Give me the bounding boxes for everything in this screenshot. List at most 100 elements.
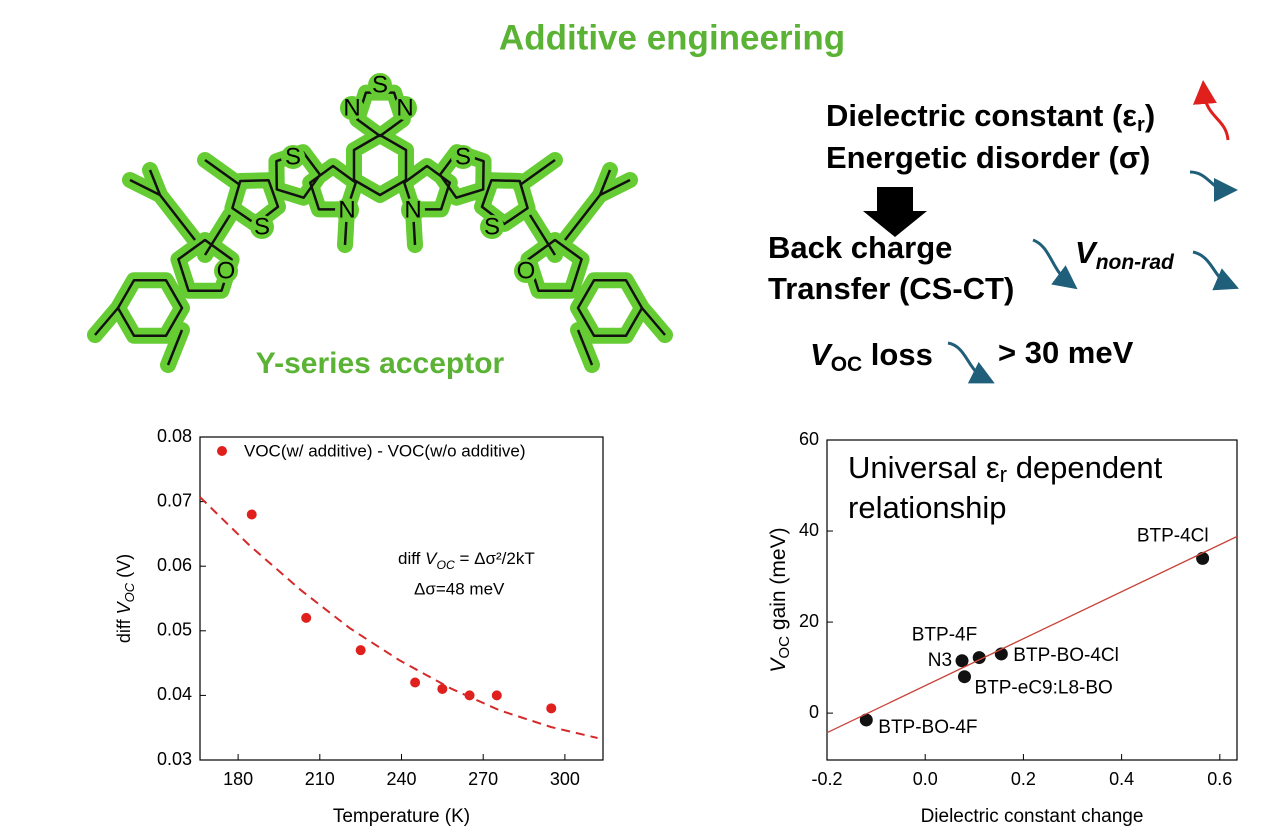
t: OC	[831, 353, 863, 376]
t: loss	[862, 337, 933, 372]
x-tick-label: 0.2	[1011, 769, 1036, 789]
title: Additive engineering	[499, 18, 845, 57]
legend-label: VOC(w/ additive) - VOC(w/o additive)	[244, 441, 526, 460]
atom-label: N	[338, 196, 355, 223]
text-part: r	[1000, 462, 1008, 487]
molecule-glow	[87, 84, 673, 373]
point	[464, 690, 475, 701]
mech-line: Transfer (CS-CT)	[768, 271, 1014, 306]
x-tick-label: 180	[223, 769, 253, 789]
point	[355, 645, 366, 656]
mech-vnonrad: Vnon-rad	[1075, 235, 1175, 273]
fit-line	[199, 496, 598, 739]
mech-line: Back charge	[768, 230, 952, 265]
x-tick-label: 240	[386, 769, 416, 789]
y-tick-label: 0.04	[157, 684, 192, 704]
point	[546, 703, 557, 714]
x-tick-label: 0.4	[1109, 769, 1134, 789]
annotation: relationship	[848, 490, 1007, 525]
y-tick-label: 0.05	[157, 620, 192, 640]
atom-bg	[401, 198, 425, 222]
atom-bg	[451, 145, 475, 169]
point	[957, 670, 971, 684]
mechanism: Dielectric constant (εr) Energetic disor…	[768, 98, 1175, 375]
legend-marker	[217, 446, 227, 456]
atom-label: O	[517, 257, 536, 284]
x-tick-label: -0.2	[811, 769, 842, 789]
text-part: Universal ε	[848, 450, 1000, 485]
atom-bg	[340, 96, 364, 120]
atom-bg	[281, 145, 305, 169]
text-part: = Δσ²/2kT	[455, 549, 535, 568]
point	[1196, 551, 1210, 565]
atom-label: S	[285, 143, 301, 170]
arrow-down	[1032, 238, 1078, 290]
t: V	[810, 337, 833, 372]
y-tick-label: 40	[799, 520, 819, 540]
point	[437, 683, 448, 694]
t: Dielectric constant (ε	[826, 98, 1137, 133]
text-part: dependent	[1007, 450, 1163, 485]
fit-line	[826, 535, 1238, 734]
x-tick-label: 0.6	[1207, 769, 1232, 789]
atom-label: S	[372, 71, 388, 98]
chart: -0.2 0.0 0.2 0.4 0.6 0 20 40 60 Dielectric consta…	[767, 429, 1238, 827]
x-tick-label: 300	[550, 769, 580, 789]
point-label: BTP-4Cl	[1137, 525, 1209, 546]
arrow-down	[1192, 250, 1240, 291]
point	[410, 677, 421, 688]
text-part: diff	[398, 549, 425, 568]
mech-line: Energetic disorder (σ)	[826, 140, 1150, 175]
point	[859, 713, 873, 727]
mech-voc: VOC loss	[810, 337, 933, 375]
x-axis-label: Dielectric constant change	[921, 806, 1144, 827]
molecule-label: Y-series acceptor	[256, 347, 505, 380]
atom-label: N	[404, 196, 421, 223]
atom-label: S	[254, 213, 270, 240]
point-label: BTP-BO-4Cl	[1013, 645, 1119, 666]
point-label: N3	[928, 650, 952, 671]
atom-bg	[250, 215, 274, 239]
annotation: Δσ=48 meV	[414, 579, 505, 598]
x-tick-label: 210	[305, 769, 335, 789]
x-tick-label: 270	[468, 769, 498, 789]
point-label: BTP-eC9:L8-BO	[974, 678, 1112, 699]
y-tick-label: 20	[799, 611, 819, 631]
atom-bg	[214, 259, 238, 283]
arrow-down	[947, 341, 995, 384]
x-tick-label: 0.0	[913, 769, 938, 789]
atom-bg	[514, 259, 538, 283]
t: )	[1145, 98, 1155, 133]
chart: 180 210 240 270 300 0.03 0.04 0.05 0.06 0.07 0.08 T…	[114, 426, 604, 827]
y-tick-label: 0.08	[157, 426, 192, 446]
atom-bg	[480, 215, 504, 239]
arrow-up	[1192, 80, 1230, 141]
plot-frame	[199, 436, 604, 761]
text-part: OC	[436, 558, 455, 572]
text-part: V	[114, 600, 134, 614]
point-label: BTP-BO-4F	[878, 717, 977, 738]
y-tick-label: 0.07	[157, 490, 192, 510]
atom-bg	[368, 73, 392, 97]
trend-arrows	[947, 80, 1240, 384]
point	[491, 690, 502, 701]
arrow-down	[1189, 170, 1238, 202]
t: non-rad	[1096, 251, 1175, 274]
atom-label: S	[455, 143, 471, 170]
y-tick-label: 0.06	[157, 555, 192, 575]
text-part: OC	[122, 582, 137, 602]
text-part: gain (meV)	[767, 527, 790, 636]
atom-label: N	[396, 94, 413, 121]
y-tick-label: 0.03	[157, 749, 192, 769]
point	[955, 654, 969, 668]
text-part: V	[767, 657, 790, 673]
rich-text: diff VOC (V)	[114, 554, 138, 643]
atom-label: S	[484, 213, 500, 240]
mech-gain: > 30 meV	[998, 335, 1134, 370]
rich-text: Universal εr dependent	[848, 450, 1163, 487]
point-label: BTP-4F	[912, 625, 977, 646]
text-part: diff	[114, 614, 134, 643]
